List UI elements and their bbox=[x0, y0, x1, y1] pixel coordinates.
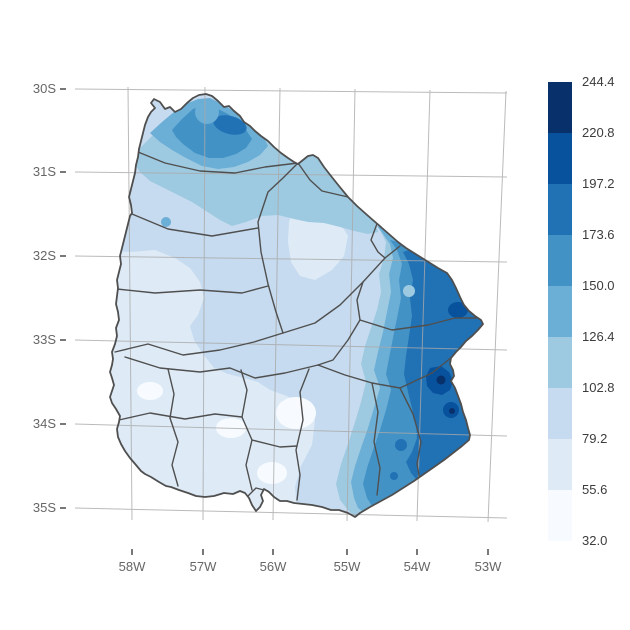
gridline-30s bbox=[74, 88, 508, 94]
contour-spot-high bbox=[395, 439, 407, 451]
gridline-53w bbox=[487, 90, 507, 523]
legend-label: 55.6 bbox=[582, 482, 608, 497]
gridline-57w bbox=[202, 86, 206, 521]
y-axis-label-35s: 35S bbox=[32, 500, 56, 515]
y-axis-label-34s: 34S bbox=[32, 416, 56, 431]
x-axis-label-57w: 57W bbox=[189, 559, 217, 574]
gridline-35s bbox=[74, 507, 508, 519]
contour-blob-north-peak bbox=[213, 115, 247, 135]
legend-label: 126.4 bbox=[582, 329, 615, 344]
x-axis-label-56w: 56W bbox=[259, 559, 287, 574]
x-axis-label-55w: 55W bbox=[333, 559, 361, 574]
gridline-58w bbox=[127, 86, 133, 521]
x-axis-label-54w: 54W bbox=[403, 559, 431, 574]
contour-peak-max bbox=[449, 408, 455, 414]
y-tick bbox=[60, 255, 66, 257]
legend-swatch bbox=[548, 490, 572, 541]
y-tick bbox=[60, 88, 66, 90]
x-axis-label-53w: 53W bbox=[474, 559, 502, 574]
contour-spot-high bbox=[390, 472, 398, 480]
legend-swatch bbox=[548, 82, 572, 133]
legend-label: 79.2 bbox=[582, 431, 608, 446]
contour-band-low-southwest bbox=[110, 250, 315, 517]
contour-spot-west bbox=[161, 217, 171, 227]
contour-peak-max bbox=[436, 375, 446, 385]
gridline-55w bbox=[346, 88, 356, 522]
x-axis-label-58w: 58W bbox=[118, 559, 146, 574]
y-tick bbox=[60, 507, 66, 509]
legend-swatch bbox=[548, 286, 572, 337]
legend-label: 173.6 bbox=[582, 227, 615, 242]
legend-label: 220.8 bbox=[582, 125, 615, 140]
legend-swatch bbox=[548, 388, 572, 439]
contour-fills bbox=[110, 94, 483, 517]
x-tick bbox=[346, 549, 348, 555]
legend-label: 197.2 bbox=[582, 176, 615, 191]
contour-local-minimum-east bbox=[403, 285, 415, 297]
gridline-31s bbox=[74, 171, 508, 178]
country-outline bbox=[109, 93, 484, 518]
y-tick bbox=[60, 171, 66, 173]
y-axis-label-31s: 31S bbox=[32, 164, 56, 179]
contour-spot-lowest bbox=[137, 382, 163, 400]
y-axis-label-30s: 30S bbox=[32, 81, 56, 96]
gridline-34s bbox=[74, 423, 508, 437]
legend-swatch bbox=[548, 184, 572, 235]
legend-label: 150.0 bbox=[582, 278, 615, 293]
legend-label: 244.4 bbox=[582, 74, 615, 89]
legend-swatch bbox=[548, 235, 572, 286]
x-tick bbox=[487, 549, 489, 555]
legend-swatch bbox=[548, 133, 572, 184]
legend-label: 32.0 bbox=[582, 533, 608, 548]
legend-swatch bbox=[548, 337, 572, 388]
x-tick bbox=[416, 549, 418, 555]
contour-blob-east-high bbox=[448, 302, 468, 318]
department-boundaries bbox=[114, 151, 477, 501]
y-axis-label-33s: 33S bbox=[32, 332, 56, 347]
legend-label: 102.8 bbox=[582, 380, 615, 395]
gridline-33s bbox=[74, 339, 508, 351]
gridline-56w bbox=[272, 87, 281, 521]
x-tick bbox=[272, 549, 274, 555]
contour-local-minimum-north bbox=[195, 100, 219, 124]
y-tick bbox=[60, 339, 66, 341]
contour-spot-lowest bbox=[110, 295, 112, 309]
y-tick bbox=[60, 423, 66, 425]
y-axis-label-32s: 32S bbox=[32, 248, 56, 263]
graticule bbox=[74, 86, 508, 523]
gridline-32s bbox=[74, 255, 508, 263]
x-tick bbox=[131, 549, 133, 555]
x-tick bbox=[202, 549, 204, 555]
contour-spot-lowest bbox=[276, 397, 316, 429]
contour-spot-lowest bbox=[257, 462, 287, 484]
legend-swatch bbox=[548, 439, 572, 490]
